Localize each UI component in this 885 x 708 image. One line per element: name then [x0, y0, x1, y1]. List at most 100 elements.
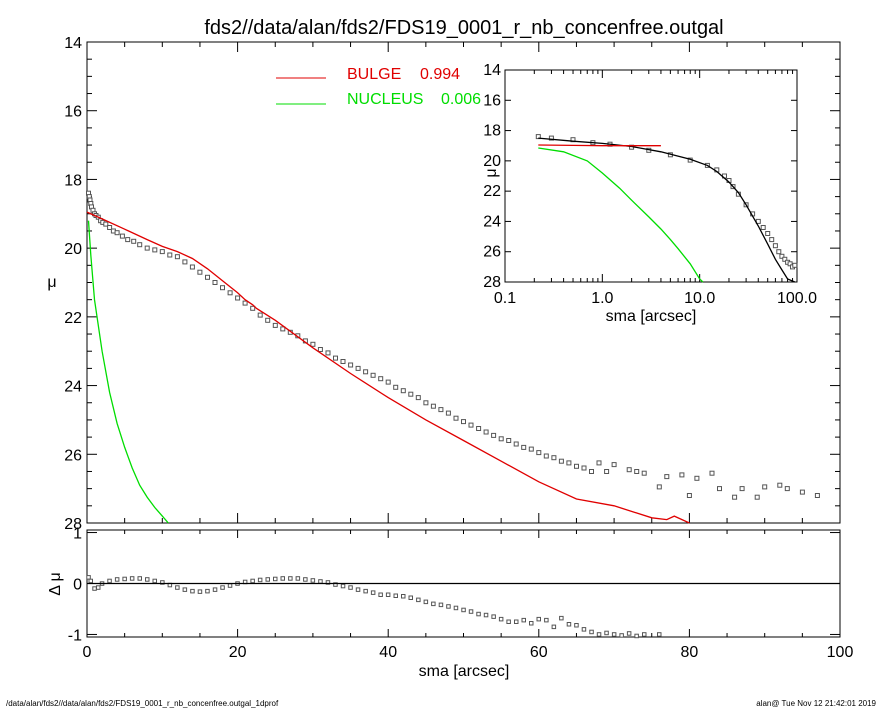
legend-nucleus-label: NUCLEUS: [347, 91, 423, 108]
inset-data-point: [779, 253, 785, 259]
x-tick-label: 20: [229, 644, 247, 661]
main-data-point: [521, 444, 527, 450]
inset-y-tick-label: 28: [483, 274, 501, 291]
residual-data-point: [333, 582, 338, 587]
residual-data-point: [657, 632, 662, 637]
main-data-point: [159, 249, 165, 255]
main-y-tick-label: 16: [64, 104, 82, 121]
residual-y-tick-label: -1: [68, 627, 82, 644]
main-data-point: [333, 355, 338, 361]
main-y-tick-label: 22: [64, 310, 82, 327]
residual-data-point: [446, 604, 451, 609]
residual-data-point: [559, 615, 564, 621]
main-data-point: [227, 290, 233, 296]
main-bulge-line: [86, 211, 690, 524]
residual-data-point: [551, 624, 557, 630]
main-data-point: [125, 237, 131, 243]
residual-data-point: [596, 632, 602, 637]
residual-data-point: [348, 585, 353, 590]
main-data-point: [408, 391, 414, 397]
main-data-point: [325, 350, 331, 356]
inset-data-point: [776, 249, 782, 255]
residual-data-point: [363, 588, 368, 594]
main-data-point: [220, 285, 225, 291]
inset-y-tick-label: 22: [483, 183, 501, 200]
inset-panel: 14 16 18 20 22 24 26 280.1 1.0 10.0 100.0 sma [arc…: [483, 62, 817, 325]
residual-data-point: [303, 577, 308, 582]
residual-data-point: [566, 622, 572, 627]
residual-data-point: [212, 587, 218, 592]
residual-data-point: [626, 631, 632, 636]
x-tick-label: 100: [827, 644, 854, 661]
main-data-point: [205, 274, 210, 280]
residual-data-point: [220, 585, 225, 590]
residual-data-point: [416, 597, 421, 603]
residual-data-point: [581, 627, 587, 632]
main-data-point: [370, 372, 376, 378]
residual-ticks: 10-10 20 40 60 80 100: [68, 526, 854, 661]
residual-data-point: [160, 580, 165, 585]
main-data-point: [604, 469, 610, 474]
residual-data-point: [96, 585, 101, 590]
inset-nucleus-line: [538, 147, 704, 283]
chart-title: fds2//data/alan/fds2/FDS19_0001_r_nb_con…: [204, 17, 723, 39]
inset-data-point: [782, 256, 788, 262]
residual-data-point: [86, 575, 91, 580]
residual-data-point: [280, 576, 285, 581]
residual-data-point: [438, 602, 444, 608]
main-data-point: [250, 305, 256, 311]
main-data-point: [167, 252, 173, 258]
main-data-point: [197, 269, 203, 275]
residual-data-point: [145, 577, 150, 582]
main-data-point: [114, 230, 120, 236]
main-data-point: [430, 403, 436, 409]
main-data-point: [784, 486, 790, 492]
residual-data-point: [529, 621, 534, 626]
main-data-point: [777, 482, 783, 488]
main-data-point: [310, 341, 316, 347]
legend-nucleus-value: 0.006: [441, 91, 481, 108]
main-data-point: [717, 486, 722, 492]
main-data-point: [212, 280, 218, 285]
residual-data-point: [385, 592, 391, 597]
main-data-point: [144, 245, 150, 251]
residual-data-point: [423, 599, 429, 605]
main-data-point: [107, 225, 113, 230]
x-tick-label: 0: [83, 644, 92, 661]
main-data-point: [799, 489, 805, 495]
main-data-point: [574, 463, 579, 469]
residual-data-point: [273, 576, 278, 582]
legend: BULGE 0.994 NUCLEUS 0.006: [276, 66, 481, 108]
residual-data-point: [92, 586, 97, 591]
inset-data-point: [792, 262, 798, 268]
residual-data-point: [175, 585, 180, 590]
residual-data-point: [318, 579, 323, 584]
main-data-point: [280, 326, 286, 332]
residual-data-point: [370, 590, 376, 595]
main-data-point: [461, 419, 466, 425]
main-data-point: [131, 238, 137, 244]
main-data-point: [393, 384, 399, 390]
main-data-point: [317, 347, 323, 352]
residual-data-point: [288, 576, 293, 581]
footer-timestamp: alan@ Tue Nov 12 21:42:01 2019: [756, 699, 876, 708]
main-data-point: [182, 259, 188, 265]
main-data-point: [686, 493, 692, 498]
inset-y-tick-label: 20: [483, 153, 501, 170]
main-data-point: [189, 264, 195, 270]
residual-data-point: [491, 614, 496, 619]
residual-data-point: [544, 617, 549, 623]
main-data-point: [152, 247, 158, 253]
main-data-point: [664, 474, 670, 480]
residual-data-point: [401, 594, 406, 599]
main-data-point: [611, 462, 617, 468]
residual-data-point: [205, 588, 210, 594]
residual-y-axis-label: Δ μ: [47, 572, 64, 595]
main-y-ticks: 14 16 18 20 22 24 26 28: [64, 35, 841, 533]
residual-y-tick-label: 0: [73, 577, 82, 594]
x-tick-label: 80: [681, 644, 699, 661]
main-data-point: [483, 429, 489, 435]
residual-data-point: [227, 583, 233, 588]
main-data-point: [814, 493, 820, 498]
